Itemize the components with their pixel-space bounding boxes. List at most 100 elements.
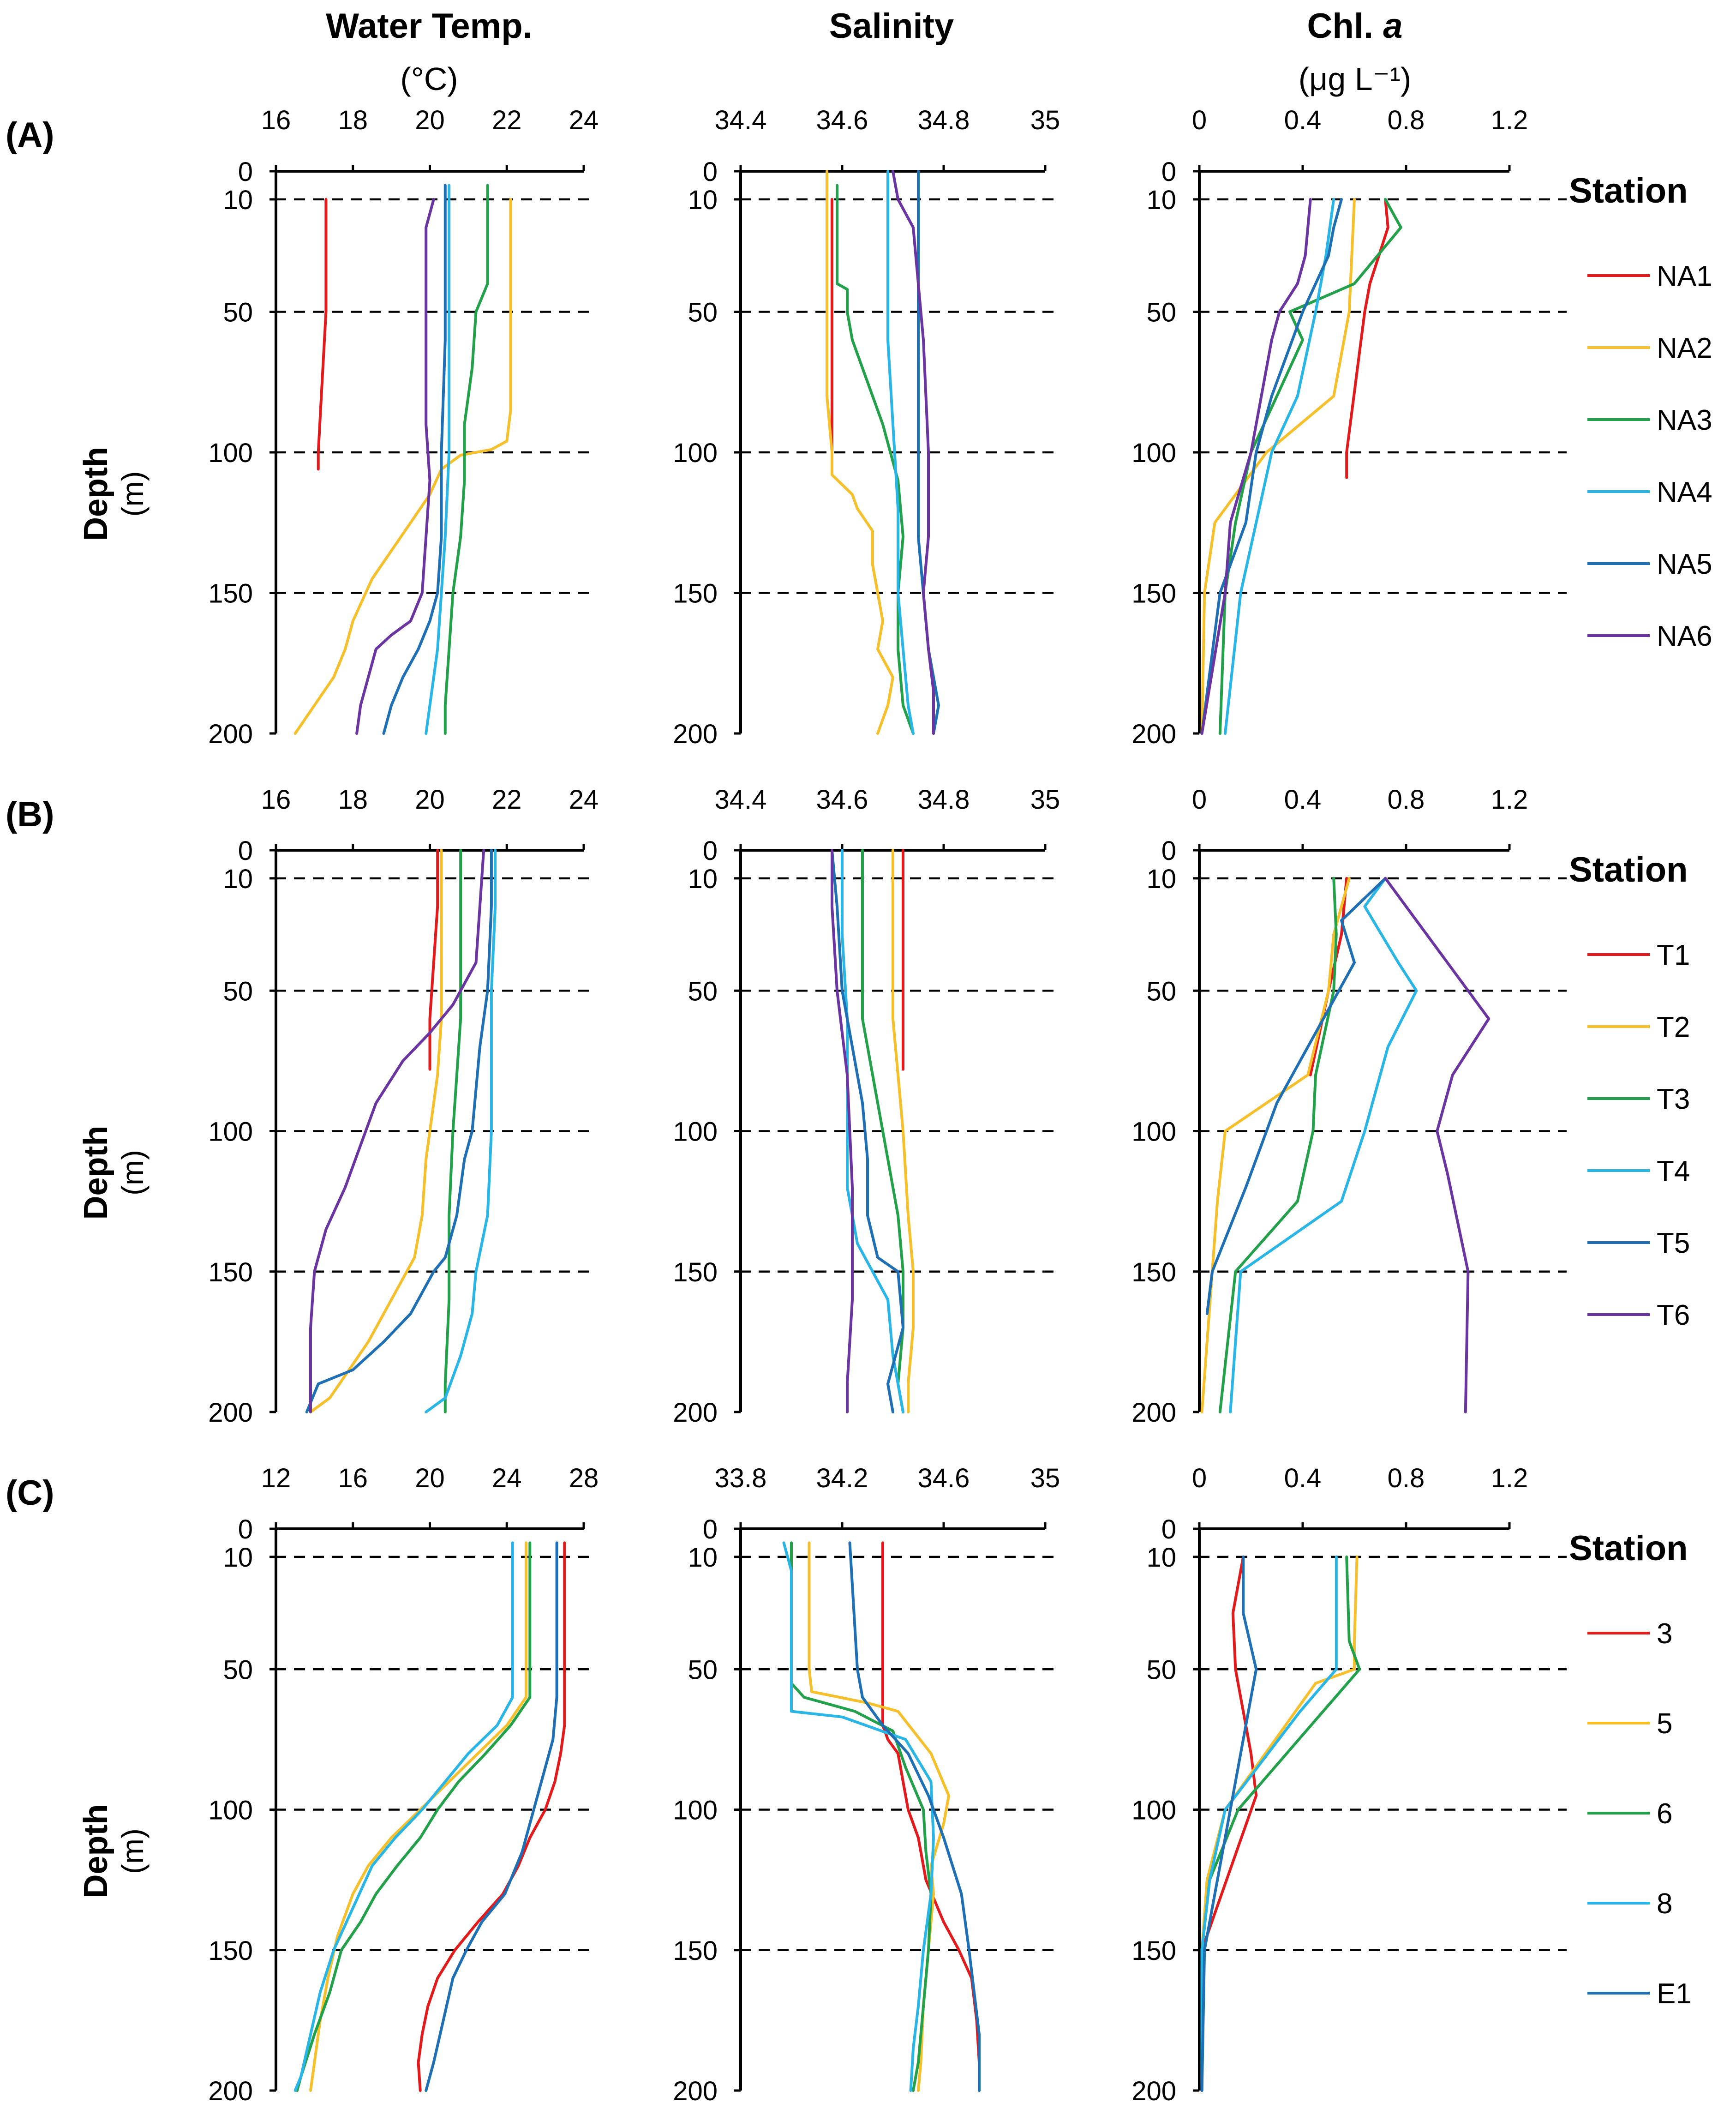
series-line-t5 (831, 849, 904, 1413)
series-line-na6 (892, 170, 935, 735)
x-tick-label: 16 (338, 1463, 368, 1493)
x-tick-label: 35 (1030, 785, 1060, 815)
series-line-t6 (309, 849, 485, 1413)
depth-tick-label: 100 (673, 438, 718, 468)
depth-tick-label: 150 (208, 579, 253, 609)
legend-label-na5: NA5 (1657, 548, 1712, 580)
depth-axis-unit: (m) (115, 471, 150, 517)
x-tick-label: 35 (1030, 1463, 1060, 1493)
legend-title: Station (1569, 850, 1688, 889)
series-line-e1 (848, 1541, 981, 2092)
depth-tick-label: 10 (688, 1543, 718, 1573)
depth-tick-label: 150 (1131, 1257, 1176, 1287)
x-tick-label: 24 (569, 785, 599, 815)
depth-tick-label: 200 (208, 719, 253, 749)
depth-tick-label: 100 (1131, 1796, 1176, 1826)
x-tick-label: 34.4 (715, 785, 767, 815)
x-tick-label: 34.6 (918, 1463, 970, 1493)
x-tick-label: 18 (338, 785, 368, 815)
depth-tick-label: 200 (208, 1398, 253, 1428)
x-tick-label: 22 (492, 785, 522, 815)
x-tick-label: 22 (492, 105, 522, 135)
legend-label-t1: T1 (1657, 939, 1690, 971)
x-tick-label: 34.8 (918, 785, 970, 815)
series-line-na5 (1200, 198, 1343, 735)
subplot-c-water-temp: 12 16 20 24 28 010 50 100 150 200 (208, 1463, 599, 2106)
subplot-b-salinity: 34.4 34.6 34.8 35 010 50 100 150 200 (673, 785, 1060, 1428)
column-unit-chlorophyll: (μg L⁻¹) (1299, 61, 1412, 97)
x-tick-label: 0.4 (1284, 1463, 1322, 1493)
depth-tick-label: 50 (223, 976, 253, 1006)
series-line-t5 (1205, 877, 1387, 1315)
depth-tick-label: 50 (223, 298, 253, 328)
depth-tick-label: 10 (1146, 864, 1176, 894)
depth-tick-label: 10 (223, 864, 253, 894)
series-line-na1 (317, 198, 328, 471)
x-tick-label: 20 (415, 1463, 445, 1493)
panel-label: (C) (6, 1473, 54, 1513)
depth-axis-title: Depth (78, 447, 114, 541)
depth-tick-label: 100 (208, 1117, 253, 1147)
column-title-temperature: Water Temp. (326, 6, 533, 46)
depth-tick-label: 0 (703, 1514, 718, 1544)
depth-axis-title: Depth (78, 1126, 114, 1220)
depth-axis-title: Depth (78, 1804, 114, 1899)
column-title-salinity: Salinity (829, 6, 954, 46)
legend-b: Station T1 T2 T3 T4 T5 T6 (1569, 850, 1690, 1331)
legend-label-na4: NA4 (1657, 476, 1712, 508)
series-line-na4 (425, 184, 451, 735)
x-tick-label: 0.4 (1284, 785, 1322, 815)
subplot-b-water-temp: 16 18 20 22 24 010 50 100 150 200 (208, 785, 599, 1428)
depth-tick-label: 200 (673, 719, 718, 749)
legend-label-na3: NA3 (1657, 404, 1712, 436)
depth-tick-label: 0 (238, 157, 253, 187)
depth-tick-label: 150 (673, 1936, 718, 1966)
depth-tick-label: 200 (673, 2076, 718, 2106)
series-line-na5 (382, 184, 447, 735)
legend-label-t4: T4 (1657, 1155, 1690, 1187)
x-tick-label: 16 (261, 105, 291, 135)
depth-tick-label: 200 (208, 2076, 253, 2106)
series-line-5 (309, 1541, 527, 2092)
series-line-3 (417, 1541, 566, 2092)
depth-tick-label: 0 (238, 836, 253, 866)
series-line-t6 (831, 849, 854, 1413)
series-line-e1 (1200, 1555, 1258, 2092)
legend-label-8: 8 (1657, 1888, 1672, 1920)
series-line-e1 (425, 1541, 558, 2092)
x-tick-label: 0.8 (1388, 1463, 1425, 1493)
depth-tick-label: 100 (1131, 1117, 1176, 1147)
legend-label-t3: T3 (1657, 1083, 1690, 1115)
depth-tick-label: 200 (673, 1398, 718, 1428)
series-line-6 (790, 1541, 933, 2092)
depth-tick-label: 100 (1131, 438, 1176, 468)
legend-label-na2: NA2 (1657, 332, 1712, 364)
series-line-na1 (1345, 198, 1389, 479)
depth-tick-label: 200 (1131, 1398, 1176, 1428)
depth-tick-label: 0 (703, 157, 718, 187)
series-line-t3 (861, 849, 904, 1413)
series-line-t4 (1229, 877, 1418, 1413)
x-tick-label: 34.8 (918, 105, 970, 135)
depth-tick-label: 150 (1131, 579, 1176, 609)
legend-label-t6: T6 (1657, 1299, 1690, 1331)
series-line-8 (293, 1541, 514, 2092)
x-tick-label: 34.2 (816, 1463, 868, 1493)
column-title-chlorophyll: Chl. a (1307, 6, 1403, 46)
legend-label-e1: E1 (1657, 1978, 1692, 2010)
depth-axis-unit: (m) (115, 1150, 150, 1196)
series-line-na3 (836, 184, 915, 735)
x-tick-label: 1.2 (1491, 105, 1528, 135)
series-line-na2 (1200, 198, 1356, 735)
depth-tick-label: 50 (1146, 298, 1176, 328)
depth-tick-label: 50 (223, 1655, 253, 1685)
series-line-t2 (892, 849, 915, 1413)
depth-tick-label: 10 (1146, 185, 1176, 215)
depth-tick-label: 150 (208, 1257, 253, 1287)
depth-tick-label: 50 (688, 1655, 718, 1685)
legend-label-t5: T5 (1657, 1227, 1690, 1259)
x-tick-label: 1.2 (1491, 785, 1528, 815)
